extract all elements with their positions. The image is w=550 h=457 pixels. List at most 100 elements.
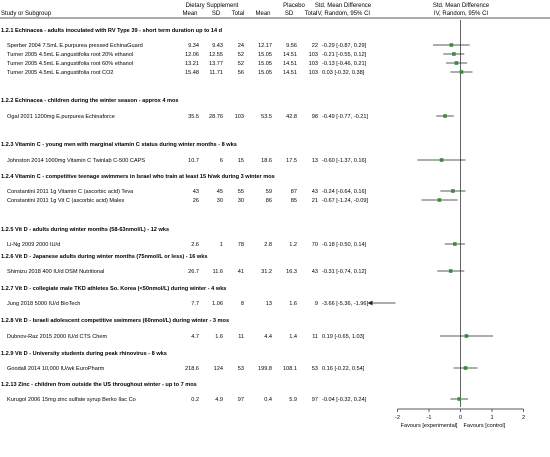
study-ci-text: 0.19 [-0.65, 1.03] [322, 334, 365, 340]
study-total-1: 30 [238, 198, 244, 204]
study-sd-1: 13.77 [209, 61, 223, 67]
study-ci-text: -0.24 [-0.64, 0.16] [322, 189, 367, 195]
subgroup-title: 1.2.7 Vit D - collegiate male TKD athlet… [1, 286, 226, 292]
study-name: Jung 2018 5000 IU/d BioTech [7, 301, 80, 307]
study-total-1: 55 [238, 189, 244, 195]
subgroup-title: 1.2.8 Vit D - Israeli adolescent competi… [1, 318, 229, 324]
study-mean-1: 26 [193, 198, 199, 204]
study-sd-1: 1 [220, 242, 223, 248]
study-mean-2: 15.05 [258, 61, 272, 67]
study-mean-2: 86 [266, 198, 272, 204]
header-sd-2: SD [285, 11, 294, 17]
study-mean-2: 15.05 [258, 70, 272, 76]
study-sd-1: 6 [220, 158, 223, 164]
subgroup-title: 1.2.9 Vit D - University students during… [1, 351, 167, 357]
study-total-2: 43 [312, 189, 318, 195]
header-group-placebo: Placebo [283, 3, 305, 9]
x-tick-label: 0 [459, 415, 462, 421]
study-name: Constantini 2011 1g Vitamin C (ascorbic … [7, 189, 134, 195]
study-total-2: 22 [312, 43, 318, 49]
study-ci-text: -0.49 [-0.77, -0.21] [322, 114, 368, 120]
header-study-or-subgroup: Study or Subgroup [1, 11, 52, 17]
point-estimate [443, 114, 447, 118]
study-sd-1: 4.9 [215, 397, 223, 403]
header-mean-2: Mean [255, 11, 270, 17]
study-total-2: 98 [312, 114, 318, 120]
study-sd-2: 1.2 [289, 242, 297, 248]
study-mean-2: 2.8 [264, 242, 272, 248]
study-mean-2: 12.17 [258, 43, 272, 49]
study-name: Turner 2005 4.5mL E.angustifolia root 60… [7, 61, 133, 67]
study-sd-1: 45 [217, 189, 223, 195]
study-mean-2: 53.5 [261, 114, 272, 120]
study-sd-1: 28.76 [209, 114, 223, 120]
header-total-2: Total [305, 11, 318, 17]
study-total-1: 15 [238, 158, 244, 164]
study-total-2: 103 [309, 61, 318, 67]
study-sd-2: 1.4 [289, 334, 297, 340]
study-total-1: 97 [238, 397, 244, 403]
study-total-1: 52 [238, 61, 244, 67]
study-name: Shimizu 2018 400 IU/d DSM Nutritional [7, 269, 104, 275]
study-mean-1: 13.21 [185, 61, 199, 67]
study-total-1: 11 [238, 334, 244, 340]
study-total-2: 97 [312, 397, 318, 403]
study-ci-text: -0.18 [-0.50, 0.14] [322, 242, 367, 248]
study-total-2: 103 [309, 70, 318, 76]
study-mean-1: 35.5 [188, 114, 199, 120]
study-ci-text: -0.13 [-0.46, 0.21] [322, 61, 367, 67]
point-estimate [439, 158, 444, 162]
point-estimate [449, 43, 454, 47]
study-sd-2: 87 [291, 189, 297, 195]
study-mean-1: 218.6 [185, 366, 199, 372]
study-total-2: 11 [312, 334, 318, 340]
point-estimate [437, 198, 442, 202]
study-ci-text: -3.66 [-5.36, -1.96] [322, 301, 368, 307]
point-estimate [454, 61, 459, 65]
x-tick-label: -1 [427, 415, 432, 421]
study-sd-2: 1.6 [289, 301, 297, 307]
point-estimate [459, 70, 464, 74]
favours-left-label: Favours [experimental] [401, 423, 458, 429]
study-mean-2: 13 [266, 301, 272, 307]
subgroup-title: 1.2.4 Vitamin C - competitive teenage sw… [1, 174, 275, 180]
study-ci-text: 0.03 [-0.32, 0.38] [322, 70, 365, 76]
header-sd-1: SD [212, 11, 221, 17]
study-ci-text: -0.60 [-1.37, 0.16] [322, 158, 367, 164]
study-sd-2: 108.1 [283, 366, 297, 372]
study-mean-2: 0.4 [264, 397, 272, 403]
study-total-2: 103 [309, 52, 318, 58]
study-mean-1: 12.06 [185, 52, 199, 58]
study-name: Dubnov-Raz 2015 2000 IU/d CTS Chem [7, 334, 107, 340]
study-sd-2: 14.51 [283, 61, 297, 67]
study-total-1: 53 [238, 366, 244, 372]
subgroup-title: 1.2.13 Zinc - children from outside the … [1, 382, 197, 388]
study-mean-1: 10.7 [188, 158, 199, 164]
study-mean-1: 9.34 [188, 43, 199, 49]
point-estimate [457, 397, 462, 401]
study-sd-2: 5.9 [289, 397, 297, 403]
study-name: Sperber 2004 7.5mL E.purpurea pressed Ec… [7, 43, 143, 49]
study-sd-1: 11.71 [209, 70, 223, 76]
study-total-2: 70 [312, 242, 318, 248]
x-tick-label: 1 [490, 415, 493, 421]
study-total-2: 43 [312, 269, 318, 275]
study-ci-text: -0.21 [-0.55, 0.12] [322, 52, 367, 58]
subgroup-title: 1.2.5 Vit D - adults during winter month… [1, 227, 169, 233]
ci-arrow-head [367, 300, 373, 306]
study-sd-2: 14.51 [283, 70, 297, 76]
study-sd-1: 1.06 [212, 301, 223, 307]
study-ci-text: -0.04 [-0.32, 0.24] [322, 397, 367, 403]
point-estimate [464, 334, 469, 338]
study-total-2: 53 [312, 366, 318, 372]
study-name: Turner 2005 4.5mL E.angustifolia root CO… [7, 70, 114, 76]
study-name: Turner 2005 4.5mL E.angustifolia root 20… [7, 52, 133, 58]
study-mean-2: 18.6 [261, 158, 272, 164]
study-mean-1: 43 [193, 189, 199, 195]
study-total-1: 8 [241, 301, 244, 307]
x-axis: -2 -1 0 1 2 Favours [experimental] Favours [co… [395, 408, 525, 429]
study-total-1: 103 [235, 114, 244, 120]
study-mean-1: 15.48 [185, 70, 199, 76]
study-mean-1: 0.2 [191, 397, 199, 403]
study-total-1: 78 [238, 242, 244, 248]
